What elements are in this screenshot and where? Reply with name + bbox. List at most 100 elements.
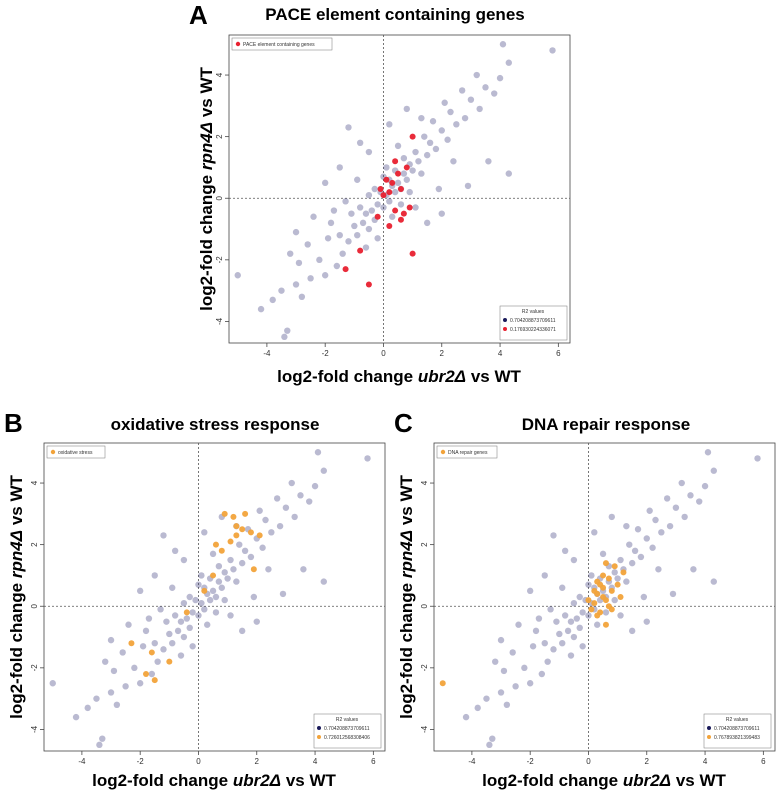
highlight-point [342, 266, 349, 273]
legend-top-box [436, 445, 498, 459]
highlight-point [230, 513, 237, 520]
gene-point [526, 587, 534, 595]
gene-point [354, 176, 361, 183]
gene-point [538, 670, 546, 678]
highlight-point [389, 179, 396, 186]
highlight-point [600, 572, 607, 579]
gene-point [450, 158, 457, 165]
gene-point [122, 683, 129, 690]
gene-point [204, 621, 211, 628]
highlight-point [620, 569, 627, 576]
gene-point [195, 581, 202, 588]
x-axis: -4 -2 0 2 4 6 [468, 751, 766, 766]
x-tick-label: 2 [255, 757, 260, 766]
highlight-point [250, 566, 257, 573]
gene-point [441, 99, 448, 106]
x-tick-label: -2 [137, 757, 145, 766]
gene-point [107, 636, 115, 644]
gene-point [631, 547, 639, 554]
gene-point [311, 482, 319, 490]
gene-point [710, 578, 717, 585]
gene-point [198, 572, 205, 579]
data-points [49, 449, 371, 749]
gene-point [492, 658, 499, 665]
gene-point [306, 498, 313, 505]
gene-point [556, 630, 563, 638]
x-axis-label-prefix: log2-fold change [92, 771, 233, 790]
legend-r2-marker [317, 735, 321, 739]
legend-top-marker [50, 449, 56, 455]
y-tick-label: -4 [420, 725, 429, 733]
highlight-point [386, 222, 393, 229]
gene-point [333, 262, 341, 270]
gene-point [327, 219, 335, 227]
y-axis-label-gene: rpn4Δ [197, 122, 216, 170]
x-tick-label: 0 [586, 757, 591, 766]
x-tick-label: 0 [196, 757, 201, 766]
gene-point [345, 238, 352, 245]
gene-point [403, 105, 410, 113]
gene-point [570, 633, 578, 641]
gene-point [687, 492, 694, 499]
x-axis-label-suffix: vs WT [466, 367, 521, 386]
highlight-point [439, 680, 446, 687]
gene-point [139, 643, 147, 650]
gene-point [300, 566, 307, 573]
legend-top-box [231, 37, 333, 51]
legend-r2: R2 values 0.704208873709611 0.1769302243… [499, 305, 568, 341]
highlight-point [380, 192, 387, 199]
highlight-point [256, 532, 263, 539]
gene-point [365, 225, 373, 233]
gene-point [553, 618, 560, 625]
highlight-point [608, 587, 615, 594]
highlight-point [151, 677, 158, 684]
gene-point [209, 587, 217, 595]
gene-point [268, 529, 275, 536]
gene-point [486, 741, 493, 749]
gene-point [458, 87, 466, 94]
gene-point [515, 621, 522, 628]
gene-point [314, 449, 322, 456]
y-tick-label: 0 [215, 195, 224, 200]
gene-point [576, 624, 583, 631]
gene-point [461, 114, 469, 122]
gene-point [362, 210, 370, 217]
gene-point [666, 522, 674, 530]
gene-point [241, 547, 249, 554]
highlight-point [365, 281, 372, 288]
gene-point [397, 201, 405, 208]
gene-point [509, 649, 516, 656]
gene-point [643, 618, 650, 625]
gene-point [594, 621, 601, 628]
y-axis-label-gene: rpn4Δ [7, 530, 26, 578]
gene-point [453, 121, 460, 128]
highlight-point [239, 526, 246, 533]
y-axis-label-suffix: vs WT [397, 474, 416, 529]
gene-point [394, 142, 402, 150]
gene-point [423, 151, 431, 159]
gene-point [426, 139, 434, 146]
highlight-point [585, 597, 592, 604]
gene-point [400, 155, 408, 162]
gene-point [192, 596, 199, 604]
gene-point [307, 275, 314, 282]
gene-point [602, 609, 610, 616]
gene-point [368, 207, 376, 214]
highlight-point [128, 640, 135, 647]
gene-point [529, 643, 537, 650]
gene-point [550, 646, 557, 653]
y-tick-label: -2 [420, 664, 429, 672]
gene-point [295, 259, 303, 267]
gene-point [136, 680, 144, 687]
gene-point [321, 272, 329, 279]
gene-point [186, 593, 193, 601]
y-axis: -4 -2 0 2 4 [30, 480, 44, 733]
y-axis: -4 -2 0 2 4 [215, 72, 229, 325]
gene-point [250, 593, 258, 601]
gene-point [491, 90, 498, 97]
gene-point [400, 170, 408, 177]
gene-point [278, 287, 285, 294]
gene-point [591, 529, 598, 536]
gene-point [320, 467, 327, 474]
gene-point [131, 664, 138, 672]
